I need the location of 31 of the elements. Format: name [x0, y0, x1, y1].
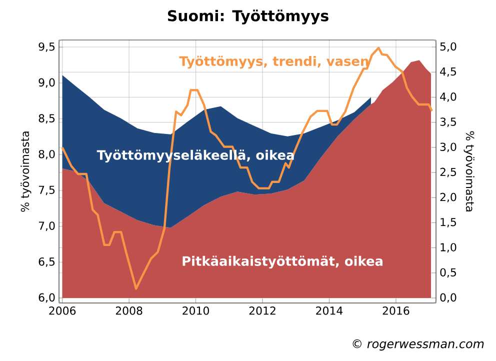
chart-title: Suomi: Työttömyys: [168, 10, 328, 24]
y-tick-label: 7,5: [38, 186, 55, 196]
series-label: Työttömyys, trendi, vasen: [179, 56, 368, 69]
text: © rogerwessman.com: [352, 339, 484, 351]
x-tick-label: 2014: [316, 306, 343, 315]
x-tick-label: 2016: [382, 306, 410, 315]
x-tick-label: 2010: [182, 306, 209, 315]
y-tick-label: 9,0: [38, 78, 55, 88]
y2-tick-label: 3,0: [440, 142, 456, 152]
y2-tick-label: 0,5: [440, 268, 456, 278]
y2-tick-label: 0,0: [440, 293, 456, 303]
y2-tick-label: 3,5: [440, 118, 456, 128]
x-tick-label: 2008: [116, 306, 142, 315]
y2-tick-label: 1,5: [440, 218, 456, 228]
y-tick-label: 9,5: [38, 42, 55, 52]
y2-axis-title: % työvoimasta: [464, 131, 474, 212]
y2-tick-label: 2,5: [440, 168, 456, 178]
y-tick-label: 7,0: [38, 222, 55, 232]
y2-tick-label: 5,0: [440, 42, 456, 52]
y2-tick-label: 1,0: [440, 243, 456, 252]
y2-tick-label: 4,0: [440, 92, 456, 102]
y-tick-label: 8,5: [38, 114, 55, 124]
x-tick-label: 2006: [49, 306, 76, 315]
series-label: Pitkäaikaistyöttömät, oikea: [182, 256, 383, 269]
y-axis-title: % työvoimasta: [20, 132, 32, 212]
y2-tick-label: 2,0: [440, 192, 456, 202]
y2-tick-label: 4,5: [440, 67, 456, 77]
y-tick-label: 8,0: [38, 150, 55, 160]
y-tick-label: 6,0: [38, 293, 55, 303]
y-tick-label: 6,5: [38, 257, 55, 267]
x-tick-label: 2012: [249, 306, 276, 315]
